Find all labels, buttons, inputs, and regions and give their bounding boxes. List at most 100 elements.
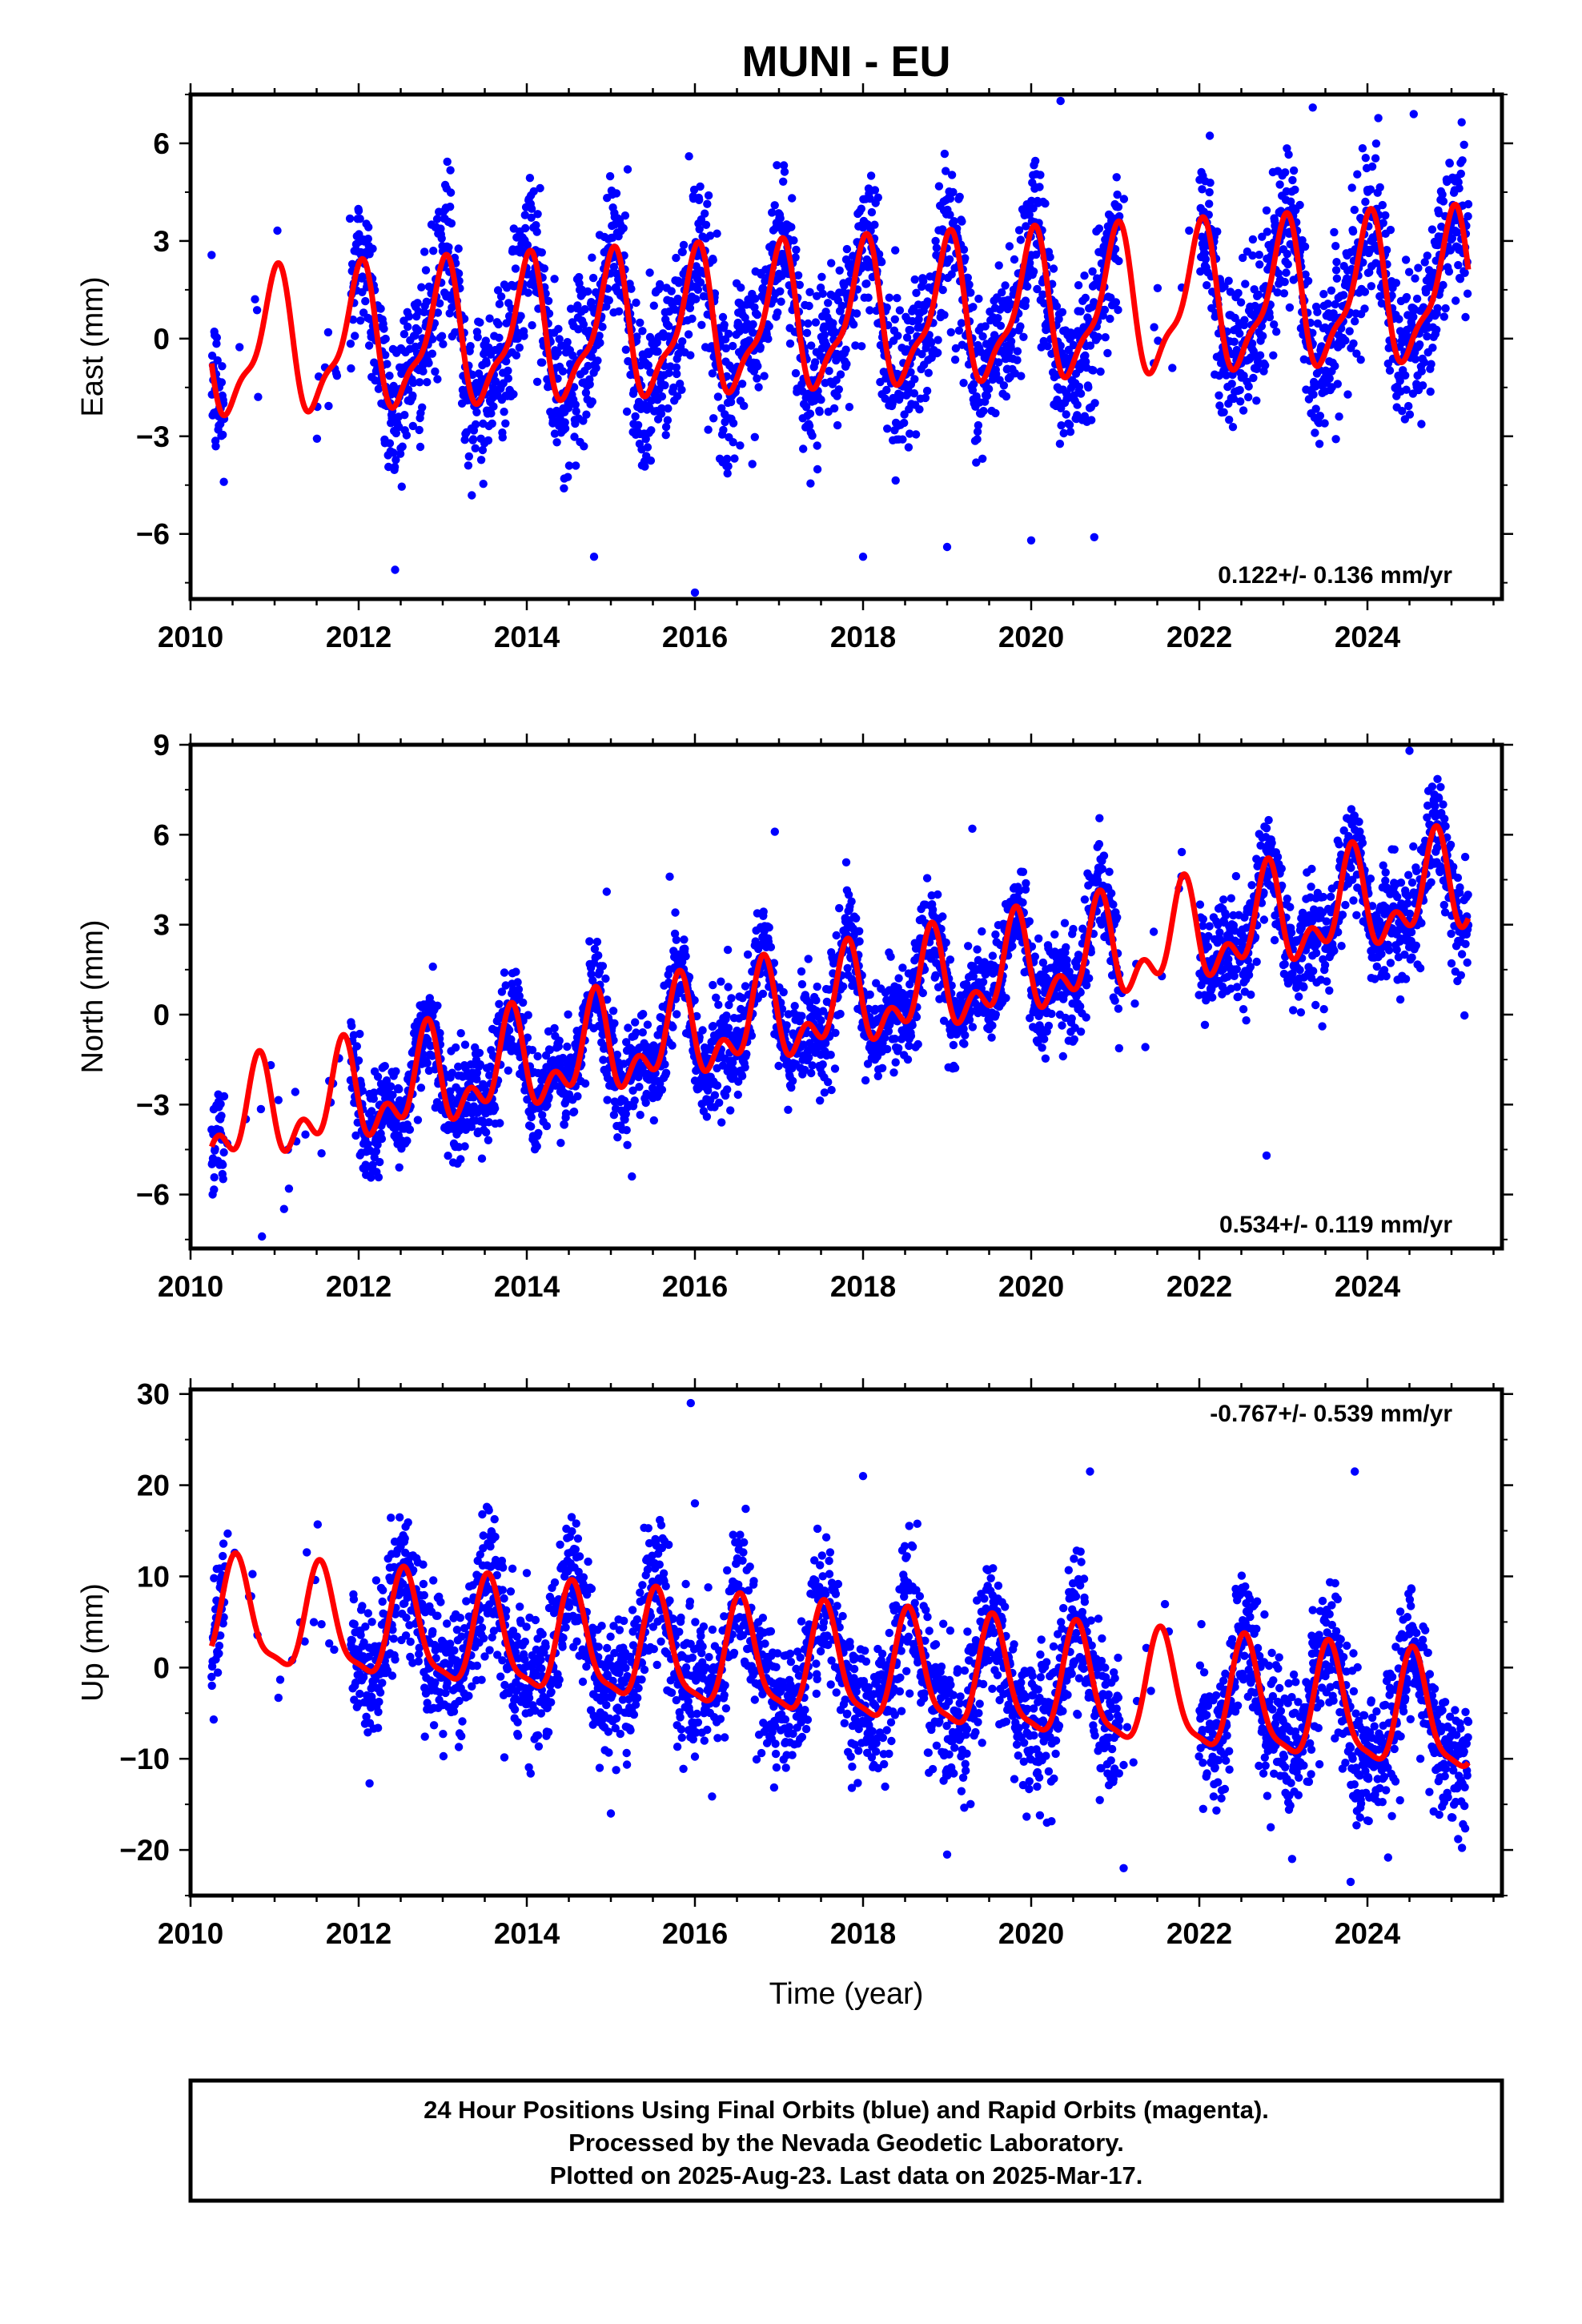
data-point — [836, 1009, 845, 1019]
data-point — [1066, 428, 1075, 436]
data-point — [697, 320, 706, 329]
data-point — [782, 1021, 791, 1030]
data-point — [391, 456, 400, 464]
data-point — [957, 319, 966, 328]
data-point — [1249, 373, 1258, 383]
data-point — [605, 171, 615, 181]
data-point — [500, 408, 508, 416]
data-point — [1017, 372, 1026, 380]
data-point — [1311, 428, 1319, 437]
data-point — [1311, 404, 1320, 413]
data-point — [835, 266, 844, 275]
data-point — [1252, 396, 1261, 405]
data-point — [364, 223, 373, 231]
data-point — [423, 1059, 432, 1068]
data-point — [1005, 242, 1014, 251]
data-point — [256, 1104, 266, 1114]
data-point — [833, 392, 841, 400]
data-point — [889, 1068, 898, 1077]
data-point — [279, 1204, 288, 1213]
data-point — [212, 333, 221, 342]
data-point — [1263, 227, 1272, 236]
data-point — [604, 296, 613, 305]
data-point — [235, 343, 244, 352]
data-point — [523, 240, 532, 250]
data-point — [622, 407, 632, 416]
data-point — [383, 360, 391, 368]
data-point — [556, 1139, 565, 1148]
data-point — [219, 1092, 229, 1101]
data-point — [1219, 408, 1228, 416]
data-point — [646, 456, 656, 465]
data-point — [1360, 287, 1370, 296]
data-point — [1016, 235, 1026, 244]
data-point — [1025, 211, 1034, 219]
data-point — [722, 1011, 731, 1020]
data-point — [420, 308, 428, 316]
data-point — [724, 462, 733, 471]
data-point — [965, 280, 974, 289]
data-point — [447, 219, 456, 228]
data-point — [863, 220, 872, 229]
data-point — [661, 422, 671, 432]
data-point — [1285, 303, 1295, 312]
data-point — [1358, 144, 1367, 153]
data-point — [433, 308, 443, 317]
x-tick-label: 2012 — [326, 621, 391, 653]
data-point — [919, 277, 928, 286]
data-point — [273, 226, 282, 235]
data-point — [968, 1023, 978, 1031]
data-point — [332, 372, 342, 380]
data-point — [785, 339, 795, 348]
data-point — [830, 1064, 840, 1073]
data-point-outlier — [690, 588, 700, 597]
data-point — [579, 416, 588, 425]
data-point — [1265, 312, 1275, 322]
data-point — [471, 444, 480, 452]
data-point — [719, 425, 728, 435]
data-point — [1065, 420, 1074, 429]
data-point — [1332, 258, 1341, 267]
data-point — [515, 343, 524, 352]
data-point — [825, 367, 833, 376]
data-point — [942, 938, 950, 947]
data-point — [375, 1157, 384, 1167]
data-point — [661, 431, 670, 440]
data-point — [804, 319, 813, 328]
data-point — [774, 1061, 783, 1071]
data-point — [776, 214, 785, 223]
data-point — [1419, 358, 1429, 367]
data-point — [931, 971, 940, 980]
data-point — [612, 189, 621, 198]
data-point — [950, 1063, 960, 1072]
data-point — [579, 320, 588, 329]
y-tick-label: 3 — [153, 225, 170, 258]
data-point — [1452, 296, 1460, 305]
data-point — [1074, 382, 1084, 392]
data-point — [940, 311, 949, 320]
data-point — [527, 1122, 536, 1131]
data-point — [1395, 376, 1404, 385]
data-point — [415, 378, 424, 387]
data-point — [433, 375, 442, 384]
data-point — [1444, 267, 1454, 276]
data-point — [749, 328, 757, 337]
data-point — [527, 204, 536, 213]
data-point — [533, 1051, 542, 1061]
data-point — [950, 356, 960, 364]
data-point — [674, 349, 683, 359]
data-point — [351, 1131, 360, 1140]
data-point — [1002, 392, 1011, 401]
data-point — [613, 1133, 622, 1142]
data-point — [371, 1147, 381, 1156]
data-point — [864, 293, 873, 302]
data-point — [479, 480, 488, 489]
data-point — [805, 421, 814, 430]
data-point — [1454, 178, 1463, 187]
data-point — [519, 998, 528, 1007]
data-point — [367, 1114, 376, 1124]
data-point — [1402, 292, 1411, 302]
data-point — [865, 990, 874, 999]
data-point — [835, 903, 844, 913]
data-point — [212, 340, 221, 348]
